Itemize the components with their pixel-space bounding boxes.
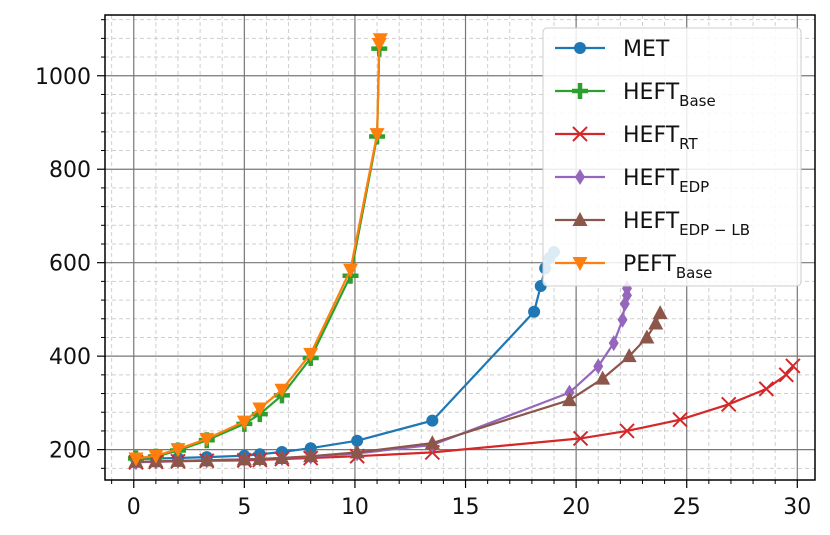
series-line bbox=[135, 312, 662, 463]
data-point bbox=[621, 348, 637, 363]
data-point bbox=[426, 414, 439, 427]
series-4 bbox=[128, 305, 668, 468]
data-point bbox=[148, 449, 164, 464]
data-point bbox=[785, 358, 801, 374]
y-tick-label: 200 bbox=[49, 439, 91, 464]
y-tick-label: 800 bbox=[49, 158, 91, 183]
x-tick-label: 25 bbox=[673, 495, 701, 520]
legend-entry: PEFTBase bbox=[555, 252, 712, 282]
legend-marker bbox=[572, 212, 588, 226]
data-point bbox=[303, 347, 319, 362]
legend-label-main: HEFT bbox=[623, 123, 680, 148]
data-point bbox=[652, 305, 668, 320]
series-5 bbox=[128, 33, 388, 467]
data-point bbox=[236, 451, 252, 466]
x-tick-label: 15 bbox=[452, 495, 480, 520]
data-point bbox=[274, 383, 290, 398]
x-tick-label: 30 bbox=[783, 495, 811, 520]
data-point bbox=[199, 432, 215, 447]
data-point bbox=[617, 311, 628, 328]
legend-entry: MET bbox=[555, 37, 670, 62]
data-point bbox=[252, 450, 268, 465]
legend-marker bbox=[572, 83, 588, 99]
data-point bbox=[608, 335, 619, 352]
x-tick-label: 10 bbox=[341, 495, 369, 520]
data-point bbox=[252, 402, 268, 417]
legend-entry: HEFTEDP bbox=[555, 166, 709, 196]
data-point bbox=[351, 434, 364, 447]
data-point bbox=[424, 435, 440, 450]
data-point bbox=[639, 329, 655, 344]
data-point bbox=[758, 381, 775, 397]
legend-label-main: HEFT bbox=[623, 166, 680, 191]
legend-label: PEFTBase bbox=[623, 252, 712, 282]
data-point bbox=[372, 33, 388, 48]
x-tick-label: 5 bbox=[237, 495, 251, 520]
legend-label-sub: RT bbox=[679, 135, 698, 153]
data-point bbox=[128, 452, 144, 467]
data-point bbox=[595, 370, 611, 385]
data-point bbox=[672, 412, 688, 428]
data-point bbox=[349, 444, 365, 459]
data-point bbox=[648, 315, 664, 330]
data-point bbox=[778, 367, 794, 383]
data-point bbox=[561, 392, 577, 407]
x-tick-label: 0 bbox=[127, 495, 141, 520]
data-point bbox=[369, 128, 385, 143]
legend-label: HEFTEDP − LB bbox=[623, 209, 750, 239]
data-point bbox=[343, 263, 359, 278]
data-point bbox=[199, 452, 215, 467]
data-point bbox=[303, 448, 319, 463]
legend-label: HEFTEDP bbox=[623, 166, 709, 196]
data-point bbox=[619, 423, 635, 439]
legend-label-main: HEFT bbox=[623, 209, 680, 234]
legend-label: HEFTBase bbox=[623, 80, 716, 110]
y-tick-label: 400 bbox=[49, 345, 91, 370]
legend-marker bbox=[572, 257, 588, 271]
legend-marker bbox=[572, 126, 588, 142]
data-point bbox=[528, 305, 541, 318]
legend-label-main: PEFT bbox=[623, 252, 676, 277]
legend-label: HEFTRT bbox=[623, 123, 698, 153]
data-point bbox=[593, 358, 604, 375]
y-tick-label: 600 bbox=[49, 252, 91, 277]
legend-label-sub: Base bbox=[676, 264, 713, 282]
axes-frame bbox=[104, 14, 816, 481]
data-point bbox=[236, 415, 252, 430]
data-point bbox=[274, 450, 290, 465]
legend-box bbox=[542, 27, 802, 287]
data-point bbox=[170, 443, 186, 458]
legend-marker bbox=[575, 169, 585, 185]
legend-entry: HEFTEDP − LB bbox=[555, 209, 750, 239]
y-tick-label: 1000 bbox=[35, 65, 91, 90]
legend-label: MET bbox=[623, 37, 670, 62]
ticks: 0 5 10 15 20 25 30 200 400 600 800 1000 bbox=[35, 19, 811, 520]
data-point bbox=[572, 430, 589, 447]
legend-label-sub: EDP − LB bbox=[679, 221, 750, 239]
legend-label-sub: EDP bbox=[679, 178, 709, 196]
data-point bbox=[170, 452, 186, 467]
legend-label-main: HEFT bbox=[623, 80, 680, 105]
series-layer bbox=[127, 33, 801, 471]
legend-label-sub: Base bbox=[679, 92, 716, 110]
x-tick-label: 20 bbox=[562, 495, 590, 520]
legend-entry: HEFTRT bbox=[555, 123, 698, 153]
legend-entry: HEFTBase bbox=[555, 80, 716, 110]
data-point bbox=[721, 396, 737, 412]
legend-label-main: MET bbox=[623, 37, 670, 62]
legend-marker bbox=[574, 42, 586, 54]
